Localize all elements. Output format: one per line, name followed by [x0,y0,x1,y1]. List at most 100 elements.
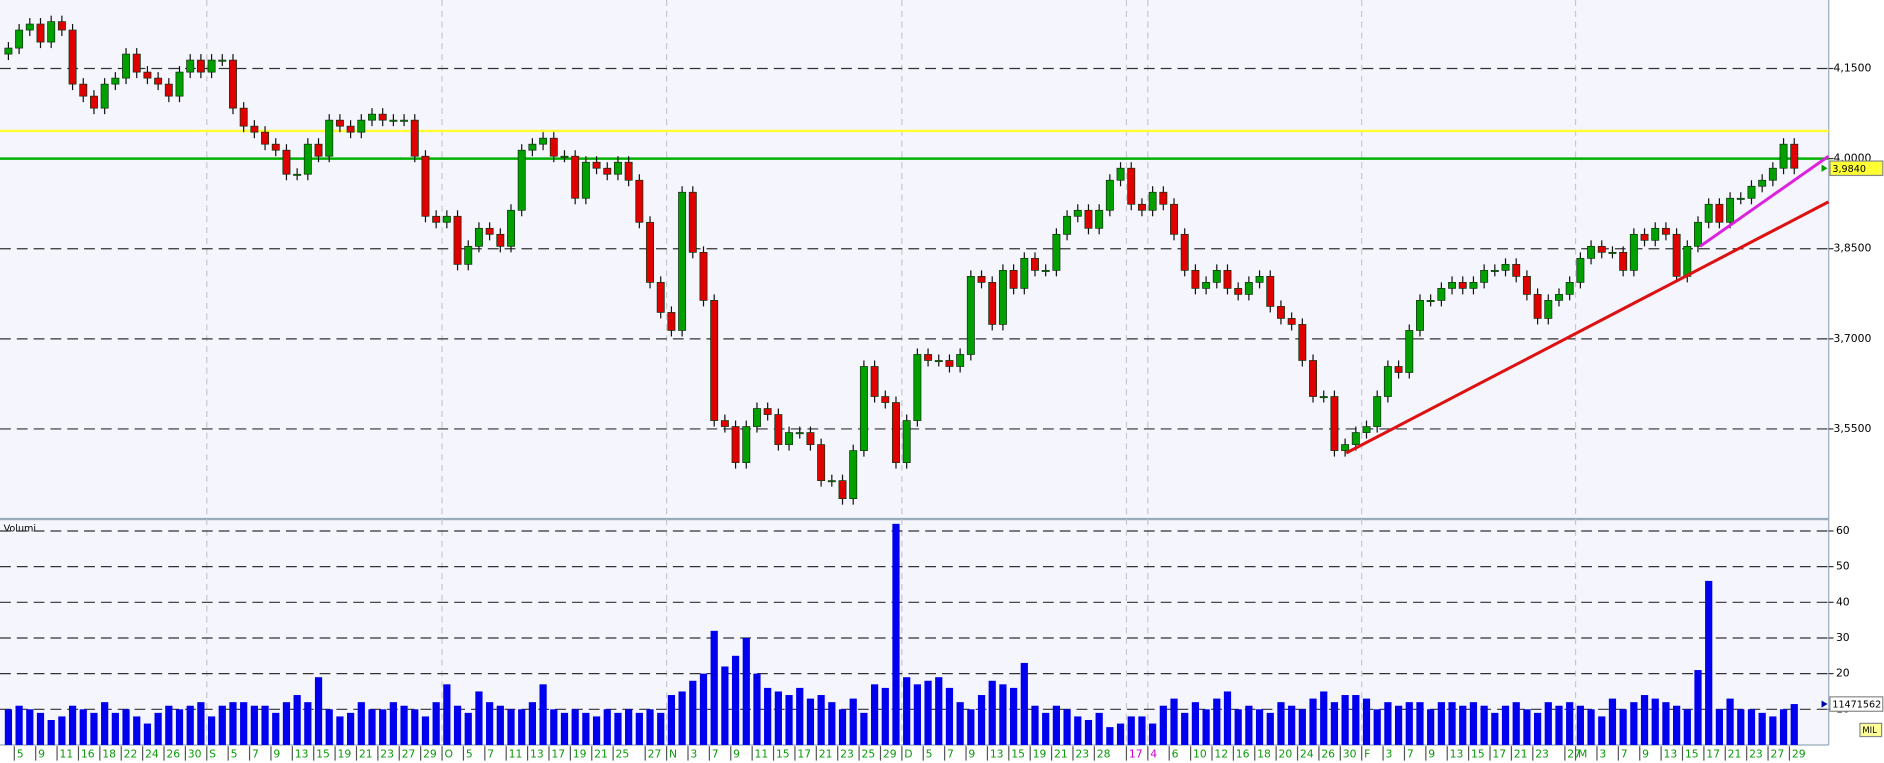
volume-bar [250,705,258,745]
candle-body [1544,300,1553,319]
candle-body [1747,185,1756,199]
candle-body [795,432,804,435]
candle-body [1694,221,1702,247]
volume-bar [625,709,633,745]
candle-body [624,161,633,181]
volume-bar [1491,712,1499,745]
x-tick-label: 28 [1097,748,1111,761]
candle-body [36,23,45,43]
x-tick-label: 19 [573,748,587,761]
candle-body [1266,276,1275,307]
candle-body [1394,366,1403,373]
candle-body [998,269,1007,325]
volume-bar [1191,702,1200,745]
candle-body [314,143,323,157]
volume-bar [207,716,216,745]
volume-bar [368,709,376,745]
candle-body [421,155,430,217]
x-tick-label: 23 [380,748,394,761]
candle-body [924,354,933,361]
volume-bar [1330,702,1339,745]
volume-bar [635,712,643,745]
candle-body [442,215,451,223]
x-tick-label: 18 [102,748,116,761]
volume-bar [421,716,430,745]
candle-body [496,233,505,247]
candle-body [1629,233,1638,271]
volume-bar [699,673,708,745]
candle-body [271,143,280,151]
x-tick-label: 7 [252,748,259,761]
volume-bar [999,684,1007,745]
volume-bar [1159,705,1167,745]
volume-bar [1213,698,1221,745]
x-tick-label: 5 [231,748,238,761]
volume-bar [186,705,194,745]
volume-arrow [1821,700,1828,708]
volume-bar [272,712,280,745]
candle-body [1020,257,1029,289]
volume-bar [571,709,579,745]
volume-bar [592,716,601,745]
candle-body [122,53,131,79]
candle-body [560,155,569,158]
x-tick-label: 15 [1011,748,1025,761]
candle-body [1736,197,1745,200]
candle-body [1672,233,1681,277]
candle-body [977,276,986,283]
candle-body [838,480,847,500]
x-tick-label: 21 [1728,748,1742,761]
candle-body [1619,251,1628,271]
volume-bar [1106,727,1114,745]
candle-body [1555,294,1563,301]
candle-body [902,420,911,463]
volume-bar [1384,702,1392,745]
x-tick-label: 9 [273,748,280,761]
x-tick-label: 17 [551,748,565,761]
y-tick-label: 60 [1836,524,1850,537]
x-tick-label: 23 [1535,748,1549,761]
candle-body [1319,396,1328,399]
x-tick-label: 18 [1257,748,1271,761]
x-tick-label: 7 [487,748,494,761]
volume-bar [742,637,750,745]
candle-body [186,59,195,73]
candle-body [710,300,719,421]
volume-bar [357,702,365,745]
volume-bar [988,680,996,745]
candle-body [1608,251,1617,254]
candle-body [1009,269,1018,289]
volume-bar [1651,698,1659,745]
candle-body [539,137,548,145]
candle-body [1683,245,1692,277]
candle-body [261,131,270,145]
x-tick-label: 7 [1407,748,1414,761]
candle-body [207,59,216,73]
y-tick-label: 40 [1836,595,1850,608]
volume-bar [1790,704,1798,745]
volume-bar [977,695,986,745]
volume-bar [1448,702,1456,745]
volume-bar [838,709,847,745]
candle-body [763,408,772,415]
volume-bar [603,709,611,745]
volume-bar [154,712,162,745]
volume-bar [550,709,558,745]
x-tick-label: 15 [316,748,330,761]
volume-bar [1533,712,1542,745]
candle-body [988,282,997,325]
volume-bar [892,523,900,745]
x-tick-label: 7 [712,748,719,761]
x-tick-label: 21 [594,748,608,761]
candle-body [1587,245,1596,259]
volume-bar [47,719,55,745]
x-tick-label: 26 [1321,748,1335,761]
volume-bar [1619,709,1627,745]
volume-bar [710,630,718,745]
x-tick-label: O [444,748,453,761]
candle-body [678,191,687,331]
x-tick-label: M [1578,748,1587,761]
volume-bar [111,712,119,745]
x-tick-label: 3 [1385,748,1392,761]
volume-bar [1127,716,1135,745]
